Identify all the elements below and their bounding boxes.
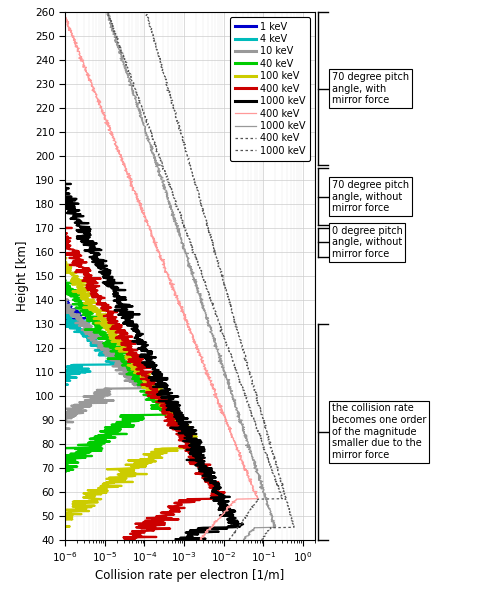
Text: 70 degree pitch
angle, without
mirror force: 70 degree pitch angle, without mirror fo… xyxy=(332,180,408,213)
Text: 0 degree pitch
angle, without
mirror force: 0 degree pitch angle, without mirror for… xyxy=(332,225,402,259)
Text: 70 degree pitch
angle, with
mirror force: 70 degree pitch angle, with mirror force xyxy=(332,72,408,105)
X-axis label: Collision rate per electron [1/m]: Collision rate per electron [1/m] xyxy=(96,569,284,582)
Y-axis label: Height [km]: Height [km] xyxy=(16,241,30,311)
Text: the collision rate
becomes one order
of the magnitude
smaller due to the
mirror : the collision rate becomes one order of … xyxy=(332,403,426,460)
Legend: 1 keV, 4 keV, 10 keV, 40 keV, 100 keV, 400 keV, 1000 keV, 400 keV, 1000 keV, 400: 1 keV, 4 keV, 10 keV, 40 keV, 100 keV, 4… xyxy=(230,17,310,161)
